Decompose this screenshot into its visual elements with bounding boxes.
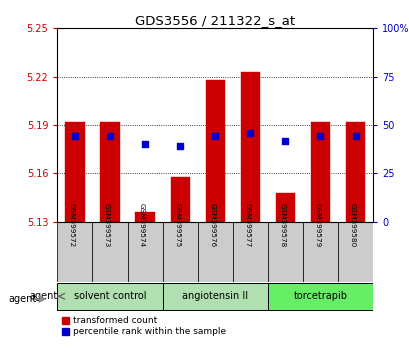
Bar bbox=[205, 80, 225, 222]
Point bbox=[142, 142, 148, 147]
Title: GDS3556 / 211322_s_at: GDS3556 / 211322_s_at bbox=[135, 14, 294, 27]
Bar bbox=[57, 222, 92, 282]
Point bbox=[106, 133, 113, 139]
Point bbox=[176, 143, 183, 149]
Bar bbox=[267, 283, 372, 310]
Bar bbox=[170, 177, 189, 222]
Bar bbox=[92, 222, 127, 282]
Text: angiotensin II: angiotensin II bbox=[182, 291, 248, 301]
Text: agent: agent bbox=[30, 291, 58, 301]
Bar bbox=[127, 222, 162, 282]
Text: GSM399576: GSM399576 bbox=[209, 202, 215, 247]
Text: torcetrapib: torcetrapib bbox=[293, 291, 347, 301]
Text: solvent control: solvent control bbox=[74, 291, 146, 301]
Bar bbox=[337, 222, 372, 282]
Bar bbox=[275, 193, 294, 222]
Point bbox=[351, 133, 358, 139]
Point bbox=[211, 133, 218, 139]
Bar bbox=[345, 122, 364, 222]
Text: GSM399577: GSM399577 bbox=[244, 202, 250, 247]
Text: GSM399578: GSM399578 bbox=[279, 202, 285, 247]
Bar bbox=[197, 222, 232, 282]
Bar bbox=[162, 283, 267, 310]
Point bbox=[317, 133, 323, 139]
Text: agent: agent bbox=[8, 294, 36, 304]
Text: GSM399573: GSM399573 bbox=[104, 202, 110, 247]
Bar bbox=[310, 122, 329, 222]
Bar bbox=[65, 122, 84, 222]
Point bbox=[247, 130, 253, 136]
Bar bbox=[302, 222, 337, 282]
Point bbox=[281, 138, 288, 144]
Text: GSM399575: GSM399575 bbox=[174, 202, 180, 247]
Text: GSM399579: GSM399579 bbox=[314, 202, 320, 247]
Text: GSM399572: GSM399572 bbox=[69, 202, 75, 247]
Bar bbox=[232, 222, 267, 282]
Bar bbox=[162, 222, 197, 282]
Bar bbox=[100, 122, 119, 222]
Point bbox=[72, 133, 78, 139]
Text: GSM399580: GSM399580 bbox=[349, 202, 355, 247]
Bar bbox=[57, 283, 162, 310]
Bar bbox=[240, 72, 259, 222]
Text: GSM399574: GSM399574 bbox=[139, 202, 145, 247]
Bar bbox=[267, 222, 302, 282]
Legend: transformed count, percentile rank within the sample: transformed count, percentile rank withi… bbox=[62, 316, 225, 336]
Bar bbox=[135, 212, 154, 222]
